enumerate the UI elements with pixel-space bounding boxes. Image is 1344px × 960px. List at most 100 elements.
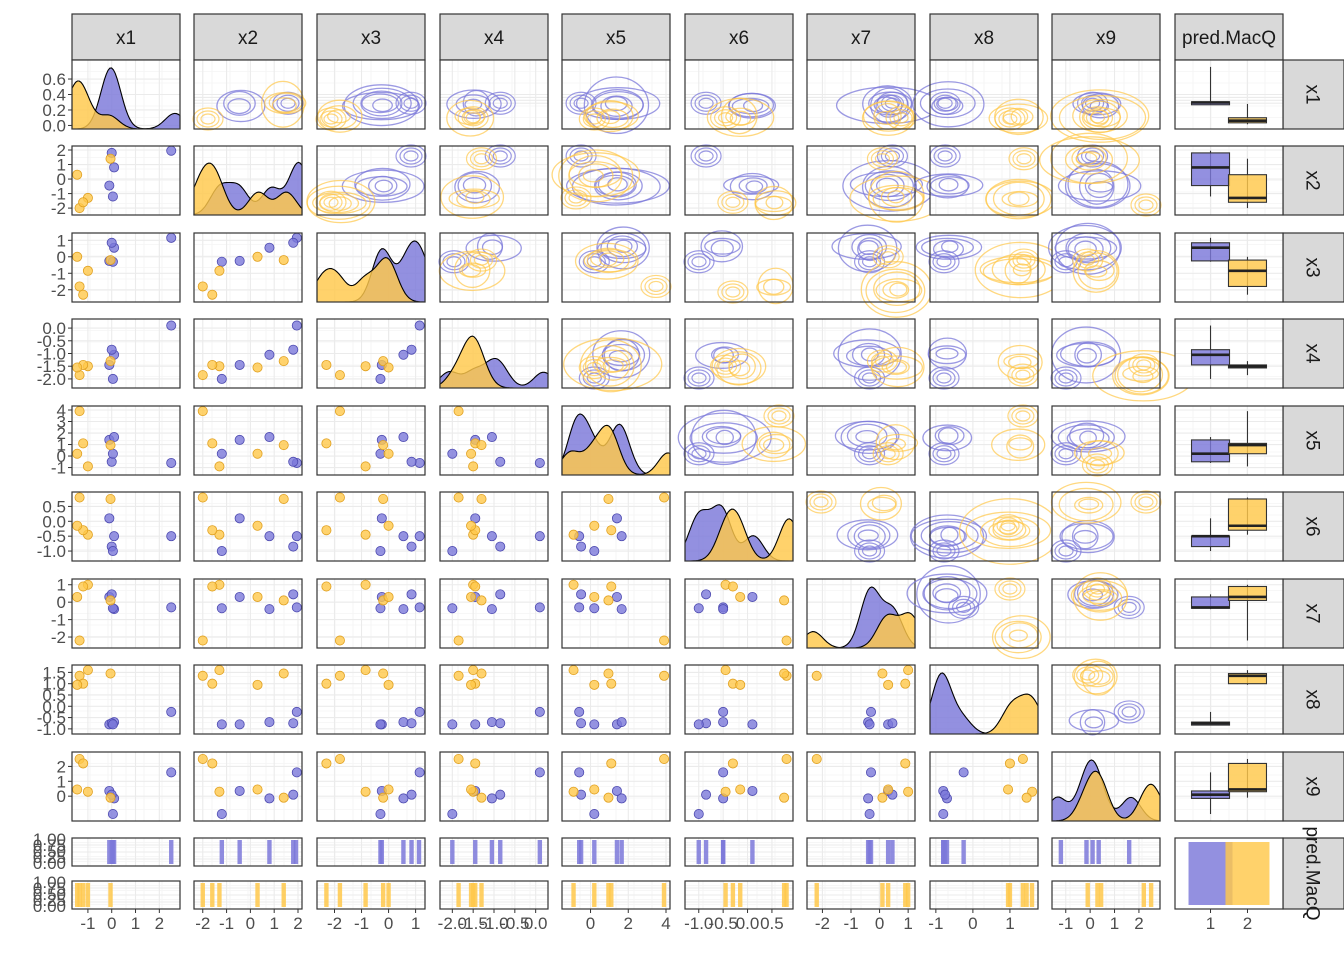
group-2-contour [1128, 353, 1160, 377]
group-2-contour [1130, 490, 1162, 514]
panel-border [1174, 491, 1284, 562]
group-1-contour [921, 237, 974, 258]
panel-content [72, 406, 177, 472]
group-1-contour [690, 409, 757, 466]
panel-border [806, 59, 916, 130]
group-2-point [334, 635, 345, 646]
group-2-point [278, 668, 289, 679]
panel-border [929, 664, 1039, 735]
group-1-contour [916, 565, 981, 624]
group-1-contour [1121, 706, 1137, 718]
group-2-contour [717, 190, 749, 214]
panel-content [563, 330, 663, 393]
group-2-contour [870, 150, 895, 168]
group-2-bar [738, 883, 743, 907]
group-1-point [693, 719, 704, 730]
y-tick-label: 0 [57, 248, 66, 267]
group-2-contour [263, 91, 307, 115]
group-1-contour [488, 94, 512, 112]
group-2-contour [563, 337, 663, 392]
group-2-point [360, 361, 371, 372]
group-2-point [334, 492, 345, 503]
group-2-contour [582, 110, 606, 128]
group-1-point [264, 349, 275, 360]
group-2-point [82, 461, 93, 472]
group-1-contour [952, 598, 976, 617]
group-2-point [468, 461, 479, 472]
group-1-point [616, 717, 627, 728]
group-1-point [574, 706, 585, 717]
panel-border [71, 578, 181, 649]
group-1-point [398, 793, 409, 804]
panel-content [922, 404, 1046, 466]
group-1-point [534, 457, 545, 468]
group-2-contour [328, 196, 352, 211]
group-1-contour [1117, 598, 1141, 617]
x-tick-label: 1 [131, 914, 140, 933]
group-1-point [264, 793, 275, 804]
x-tick-label: -1 [354, 914, 369, 933]
panel-border [316, 578, 426, 649]
group-2-point [207, 758, 218, 769]
panel-content [561, 413, 671, 476]
group-2-contour [994, 620, 1042, 654]
group-2-contour [1077, 252, 1118, 290]
group-1-point [414, 706, 425, 717]
group-1-point [414, 531, 425, 542]
group-1-contour [1084, 97, 1101, 109]
group-2-contour [465, 248, 498, 272]
panel-border [316, 59, 426, 130]
group-1-point [406, 718, 417, 729]
panel-border [71, 751, 181, 822]
group-2-contour [644, 277, 668, 296]
group-1-contour [700, 230, 744, 263]
group-2-contour [893, 112, 909, 124]
panel-content [447, 665, 545, 730]
group-1-bar [614, 840, 620, 864]
panel-content [805, 486, 903, 563]
group-2-contour [872, 442, 904, 466]
x-tick-label: -1 [843, 914, 858, 933]
group-2-bar [77, 883, 82, 907]
group-2-point [252, 520, 263, 531]
panel-border [929, 232, 1039, 303]
group-1-contour [374, 179, 393, 193]
group-1-contour [715, 429, 734, 446]
group-1-contour [710, 239, 734, 258]
group-2-contour [867, 496, 897, 514]
group-2-bar [386, 883, 391, 907]
group-1-contour [343, 84, 420, 127]
density-curve [316, 257, 426, 303]
panel-content [927, 337, 1043, 390]
group-2-point [453, 753, 464, 764]
group-2-point [466, 520, 477, 531]
panel-content [321, 753, 425, 820]
panel-content [565, 76, 661, 135]
group-1-point [406, 344, 417, 355]
group-2-point [781, 635, 792, 646]
panel-grid [685, 233, 793, 302]
group-1-point [693, 603, 704, 614]
panel-border [806, 405, 916, 476]
group-1-contour [923, 576, 971, 611]
group-1-point [375, 809, 386, 820]
group-1-contour [934, 426, 965, 446]
group-2-contour [1015, 369, 1031, 381]
group-1-point [104, 180, 115, 191]
group-2-point [197, 370, 208, 381]
group-1-point [863, 793, 874, 804]
group-2-point [378, 493, 389, 504]
panel-content [833, 328, 925, 390]
group-2-bar [363, 883, 368, 907]
group-2-contour [988, 103, 1049, 134]
group-2-contour [721, 193, 745, 211]
group-2-contour [465, 112, 481, 124]
group-1-proportion-bar [1188, 842, 1233, 905]
x-tick-label: 2 [1243, 914, 1252, 933]
group-1-point [447, 719, 458, 730]
group-2-contour [965, 511, 1052, 550]
group-2-point [252, 251, 263, 262]
group-1-bar [169, 840, 174, 864]
group-2-contour [1085, 456, 1110, 474]
group-1-bar [592, 840, 597, 864]
